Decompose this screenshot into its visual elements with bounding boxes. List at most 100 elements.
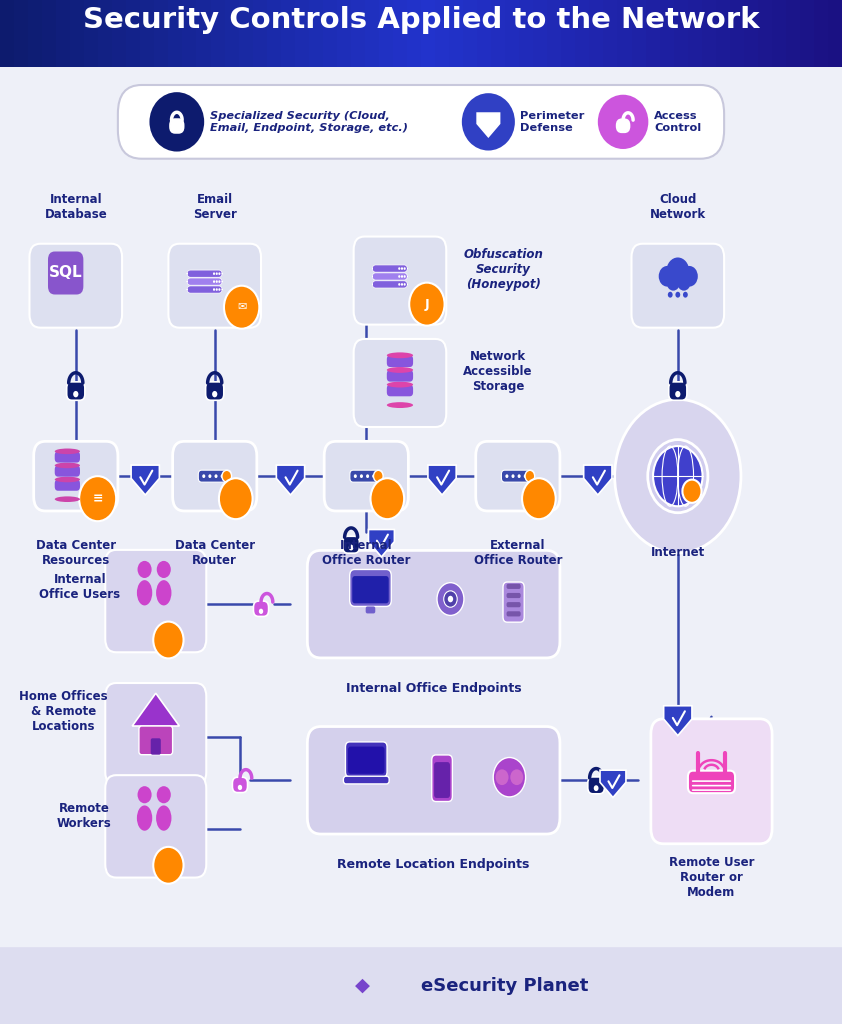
Bar xyxy=(547,0,562,67)
Text: Home Offices
& Remote
Locations: Home Offices & Remote Locations xyxy=(19,690,108,733)
Ellipse shape xyxy=(386,367,413,373)
Polygon shape xyxy=(369,529,394,557)
Bar xyxy=(604,0,617,67)
Circle shape xyxy=(530,474,533,478)
Text: Internal
Office Router: Internal Office Router xyxy=(322,539,411,567)
FancyBboxPatch shape xyxy=(67,382,85,400)
Circle shape xyxy=(237,784,242,791)
Circle shape xyxy=(511,474,514,478)
Polygon shape xyxy=(428,465,456,495)
Circle shape xyxy=(647,439,708,513)
Bar xyxy=(435,0,449,67)
Text: Remote
Workers: Remote Workers xyxy=(56,802,112,830)
Circle shape xyxy=(505,474,509,478)
FancyBboxPatch shape xyxy=(354,237,446,325)
Bar xyxy=(659,0,674,67)
Bar xyxy=(505,0,520,67)
Bar xyxy=(743,0,758,67)
Ellipse shape xyxy=(55,477,80,482)
Circle shape xyxy=(213,288,215,291)
Circle shape xyxy=(668,292,673,298)
Bar xyxy=(84,0,99,67)
Bar xyxy=(225,0,238,67)
Bar xyxy=(56,0,70,67)
FancyBboxPatch shape xyxy=(588,777,605,794)
FancyBboxPatch shape xyxy=(151,738,161,755)
FancyBboxPatch shape xyxy=(0,947,842,1024)
Polygon shape xyxy=(584,465,612,495)
FancyBboxPatch shape xyxy=(352,577,389,603)
Bar xyxy=(210,0,225,67)
FancyBboxPatch shape xyxy=(118,85,724,159)
Text: Email
Server: Email Server xyxy=(193,193,237,221)
Bar xyxy=(14,0,28,67)
FancyBboxPatch shape xyxy=(616,119,630,132)
Ellipse shape xyxy=(55,463,80,468)
Polygon shape xyxy=(132,693,179,726)
Circle shape xyxy=(444,591,457,607)
Bar xyxy=(814,0,828,67)
Text: Internet: Internet xyxy=(651,547,705,559)
Circle shape xyxy=(175,126,179,131)
Circle shape xyxy=(398,275,400,278)
Bar xyxy=(632,0,646,67)
Circle shape xyxy=(374,470,383,482)
Circle shape xyxy=(354,474,357,478)
Bar xyxy=(562,0,575,67)
Bar xyxy=(520,0,533,67)
FancyBboxPatch shape xyxy=(350,470,382,482)
FancyBboxPatch shape xyxy=(507,593,520,598)
Circle shape xyxy=(510,769,523,785)
Circle shape xyxy=(137,561,152,578)
FancyBboxPatch shape xyxy=(502,470,535,482)
Circle shape xyxy=(615,399,741,553)
Text: Cloud
Network: Cloud Network xyxy=(650,193,706,221)
Circle shape xyxy=(401,275,403,278)
Bar xyxy=(379,0,393,67)
FancyBboxPatch shape xyxy=(55,452,80,463)
Bar xyxy=(365,0,379,67)
FancyBboxPatch shape xyxy=(349,569,392,606)
Circle shape xyxy=(372,474,376,478)
Bar xyxy=(758,0,772,67)
Circle shape xyxy=(153,622,184,658)
Bar xyxy=(617,0,632,67)
Circle shape xyxy=(224,286,259,329)
Bar xyxy=(154,0,168,67)
Bar xyxy=(421,0,435,67)
Circle shape xyxy=(437,583,464,615)
Circle shape xyxy=(683,292,688,298)
FancyBboxPatch shape xyxy=(691,784,732,786)
FancyBboxPatch shape xyxy=(105,550,206,652)
Ellipse shape xyxy=(55,449,80,455)
Circle shape xyxy=(216,272,218,275)
Bar xyxy=(196,0,210,67)
Bar xyxy=(716,0,730,67)
Polygon shape xyxy=(663,706,692,735)
FancyBboxPatch shape xyxy=(187,286,222,293)
Circle shape xyxy=(213,281,215,283)
Circle shape xyxy=(216,281,218,283)
Polygon shape xyxy=(276,465,305,495)
Bar xyxy=(183,0,196,67)
FancyBboxPatch shape xyxy=(253,601,269,616)
Circle shape xyxy=(409,283,445,326)
Bar xyxy=(491,0,505,67)
Ellipse shape xyxy=(150,92,205,152)
Circle shape xyxy=(202,474,205,478)
Polygon shape xyxy=(477,113,499,137)
Circle shape xyxy=(667,274,680,291)
FancyBboxPatch shape xyxy=(651,719,772,844)
Ellipse shape xyxy=(156,806,172,830)
Circle shape xyxy=(258,608,264,614)
Text: External
Office Router: External Office Router xyxy=(473,539,562,567)
Circle shape xyxy=(137,786,152,803)
FancyBboxPatch shape xyxy=(205,382,224,400)
Text: Obfuscation
Security
(Honeypot): Obfuscation Security (Honeypot) xyxy=(463,248,543,291)
FancyBboxPatch shape xyxy=(372,272,408,281)
Circle shape xyxy=(218,281,221,283)
FancyBboxPatch shape xyxy=(669,382,687,400)
Circle shape xyxy=(653,446,702,506)
FancyBboxPatch shape xyxy=(386,385,413,396)
Circle shape xyxy=(682,479,701,503)
